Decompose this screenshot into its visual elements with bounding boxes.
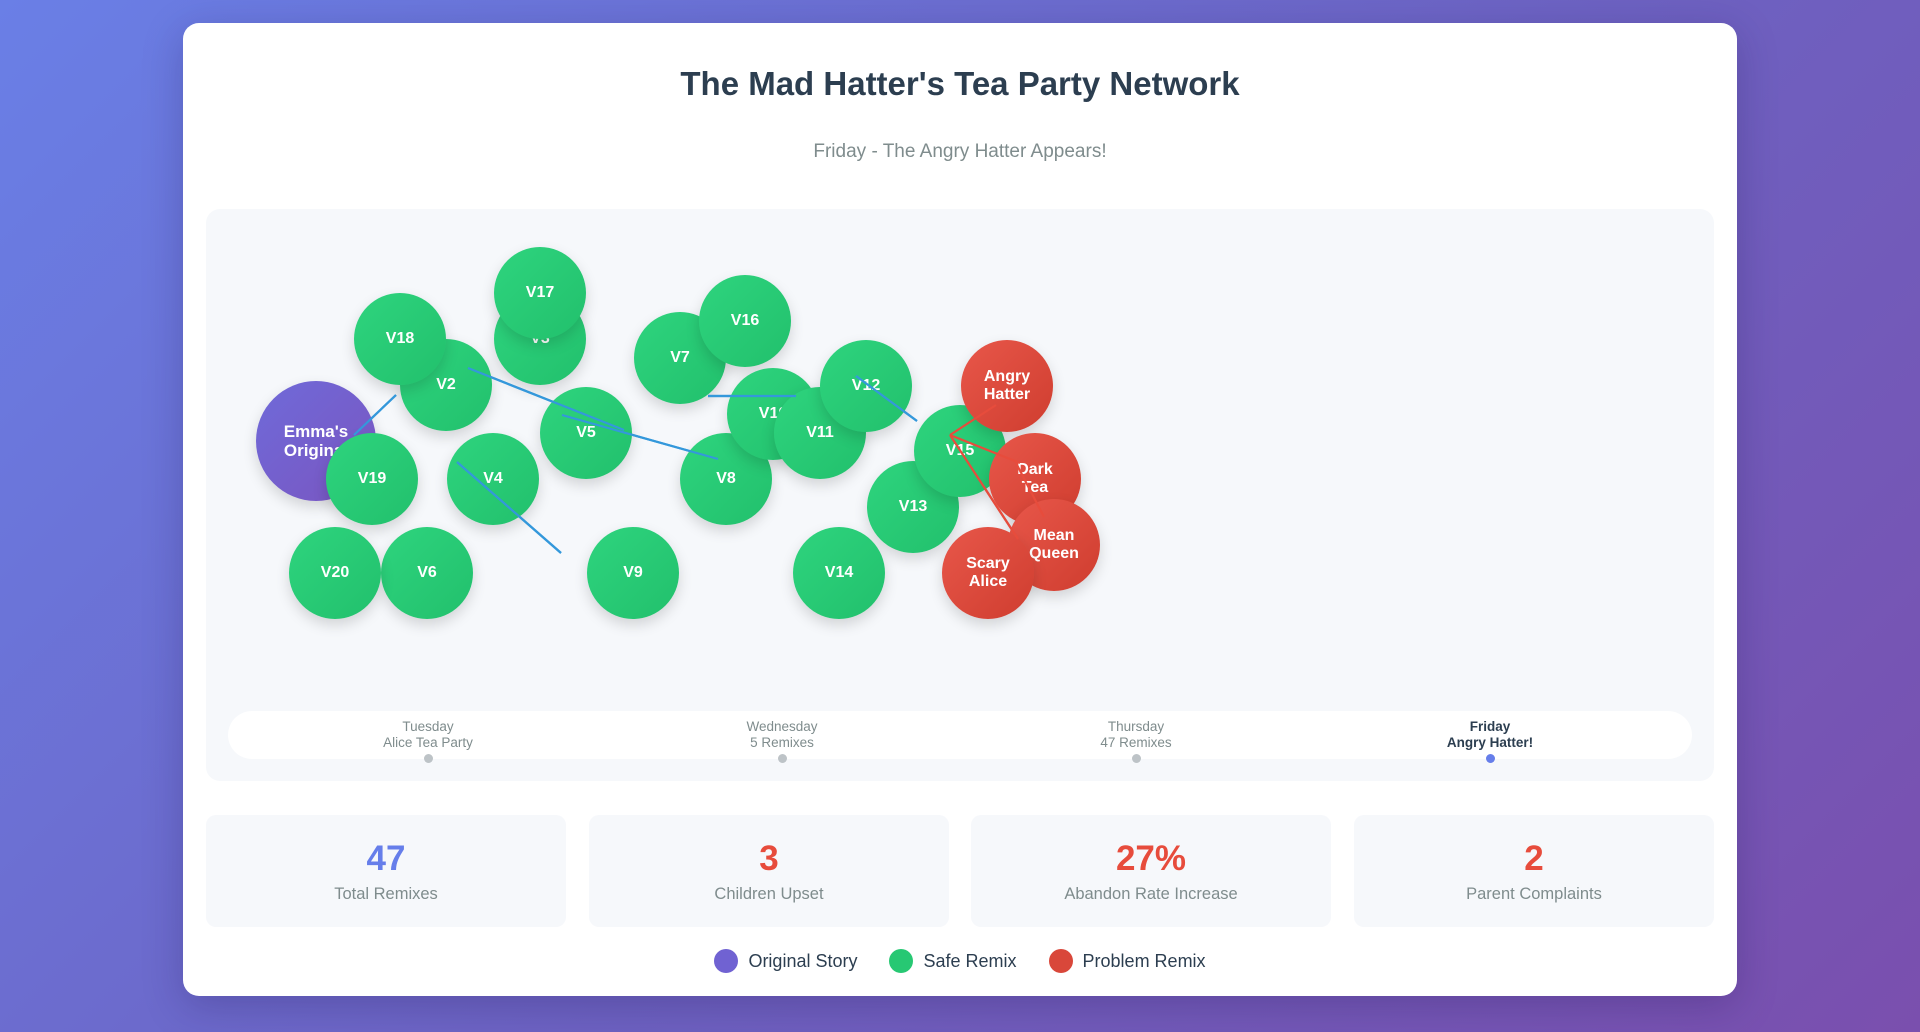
node-v19[interactable]: V19 [326,433,418,525]
timeline-desc: 5 Remixes [750,735,814,750]
timeline-item-thursday[interactable]: Thursday 47 Remixes [1016,719,1256,763]
timeline-item-friday[interactable]: Friday Angry Hatter! [1370,719,1610,763]
node-v12[interactable]: V12 [820,340,912,432]
legend-item-safe: Safe Remix [889,949,1017,973]
node-v17[interactable]: V17 [494,247,586,339]
stat-children-upset: 3 Children Upset [589,815,949,927]
legend-label: Problem Remix [1082,950,1206,971]
legend-label: Safe Remix [923,950,1017,971]
stat-abandon-rate: 27% Abandon Rate Increase [971,815,1331,927]
stat-label: Abandon Rate Increase [1064,885,1238,903]
timeline-dot [1131,754,1141,763]
legend-swatch [714,949,739,973]
network-canvas: Emma's OriginalV2V3V17V18V19V4V5V6V20V7V… [206,209,1714,781]
node-angry[interactable]: Angry Hatter [961,340,1053,432]
page-subtitle: Friday - The Angry Hatter Appears! [813,141,1107,162]
node-v7[interactable]: V7 [634,312,726,404]
main-card: The Mad Hatter's Tea Party Network Frida… [183,23,1737,996]
stat-label: Total Remixes [334,885,438,903]
node-v14[interactable]: V14 [793,527,885,619]
legend-item-original: Original Story [714,949,857,973]
node-v9[interactable]: V9 [587,527,679,619]
page-title: The Mad Hatter's Tea Party Network [680,65,1240,102]
node-v18[interactable]: V18 [354,293,446,385]
timeline-dot [1485,754,1495,763]
timeline-desc: Angry Hatter! [1446,735,1534,750]
network-nodes: Emma's OriginalV2V3V17V18V19V4V5V6V20V7V… [206,209,1714,781]
timeline-day: Tuesday [402,719,454,734]
node-v6[interactable]: V6 [381,527,473,619]
stat-value: 2 [1524,839,1544,878]
legend: Original Story Safe Remix Problem Remix [183,947,1737,975]
stat-value: 47 [366,839,406,878]
legend-swatch [889,949,914,973]
stat-value: 3 [759,839,779,878]
node-v16[interactable]: V16 [699,275,791,367]
stat-value: 27% [1115,839,1187,878]
timeline-desc: 47 Remixes [1100,735,1172,750]
timeline-item-wednesday[interactable]: Wednesday 5 Remixes [662,719,902,763]
legend-swatch [1048,949,1073,973]
timeline-day: Thursday [1107,719,1165,734]
timeline-dot [777,754,787,763]
timeline-dot [423,754,433,763]
stat-parent-complaints: 2 Parent Complaints [1354,815,1714,927]
stat-label: Parent Complaints [1466,885,1602,903]
node-scary[interactable]: Scary Alice [942,527,1034,619]
timeline: Tuesday Alice Tea Party Wednesday 5 Remi… [228,711,1692,763]
timeline-desc: Alice Tea Party [383,735,473,750]
legend-label: Original Story [748,950,858,971]
timeline-day: Friday [1469,719,1511,734]
node-v4[interactable]: V4 [447,433,539,525]
stat-total-remixes: 47 Total Remixes [206,815,566,927]
stat-label: Children Upset [714,885,824,903]
node-v20[interactable]: V20 [289,527,381,619]
timeline-item-tuesday[interactable]: Tuesday Alice Tea Party [308,719,548,763]
timeline-day: Wednesday [746,719,818,734]
node-v5[interactable]: V5 [540,387,632,479]
legend-item-problem: Problem Remix [1048,949,1206,973]
